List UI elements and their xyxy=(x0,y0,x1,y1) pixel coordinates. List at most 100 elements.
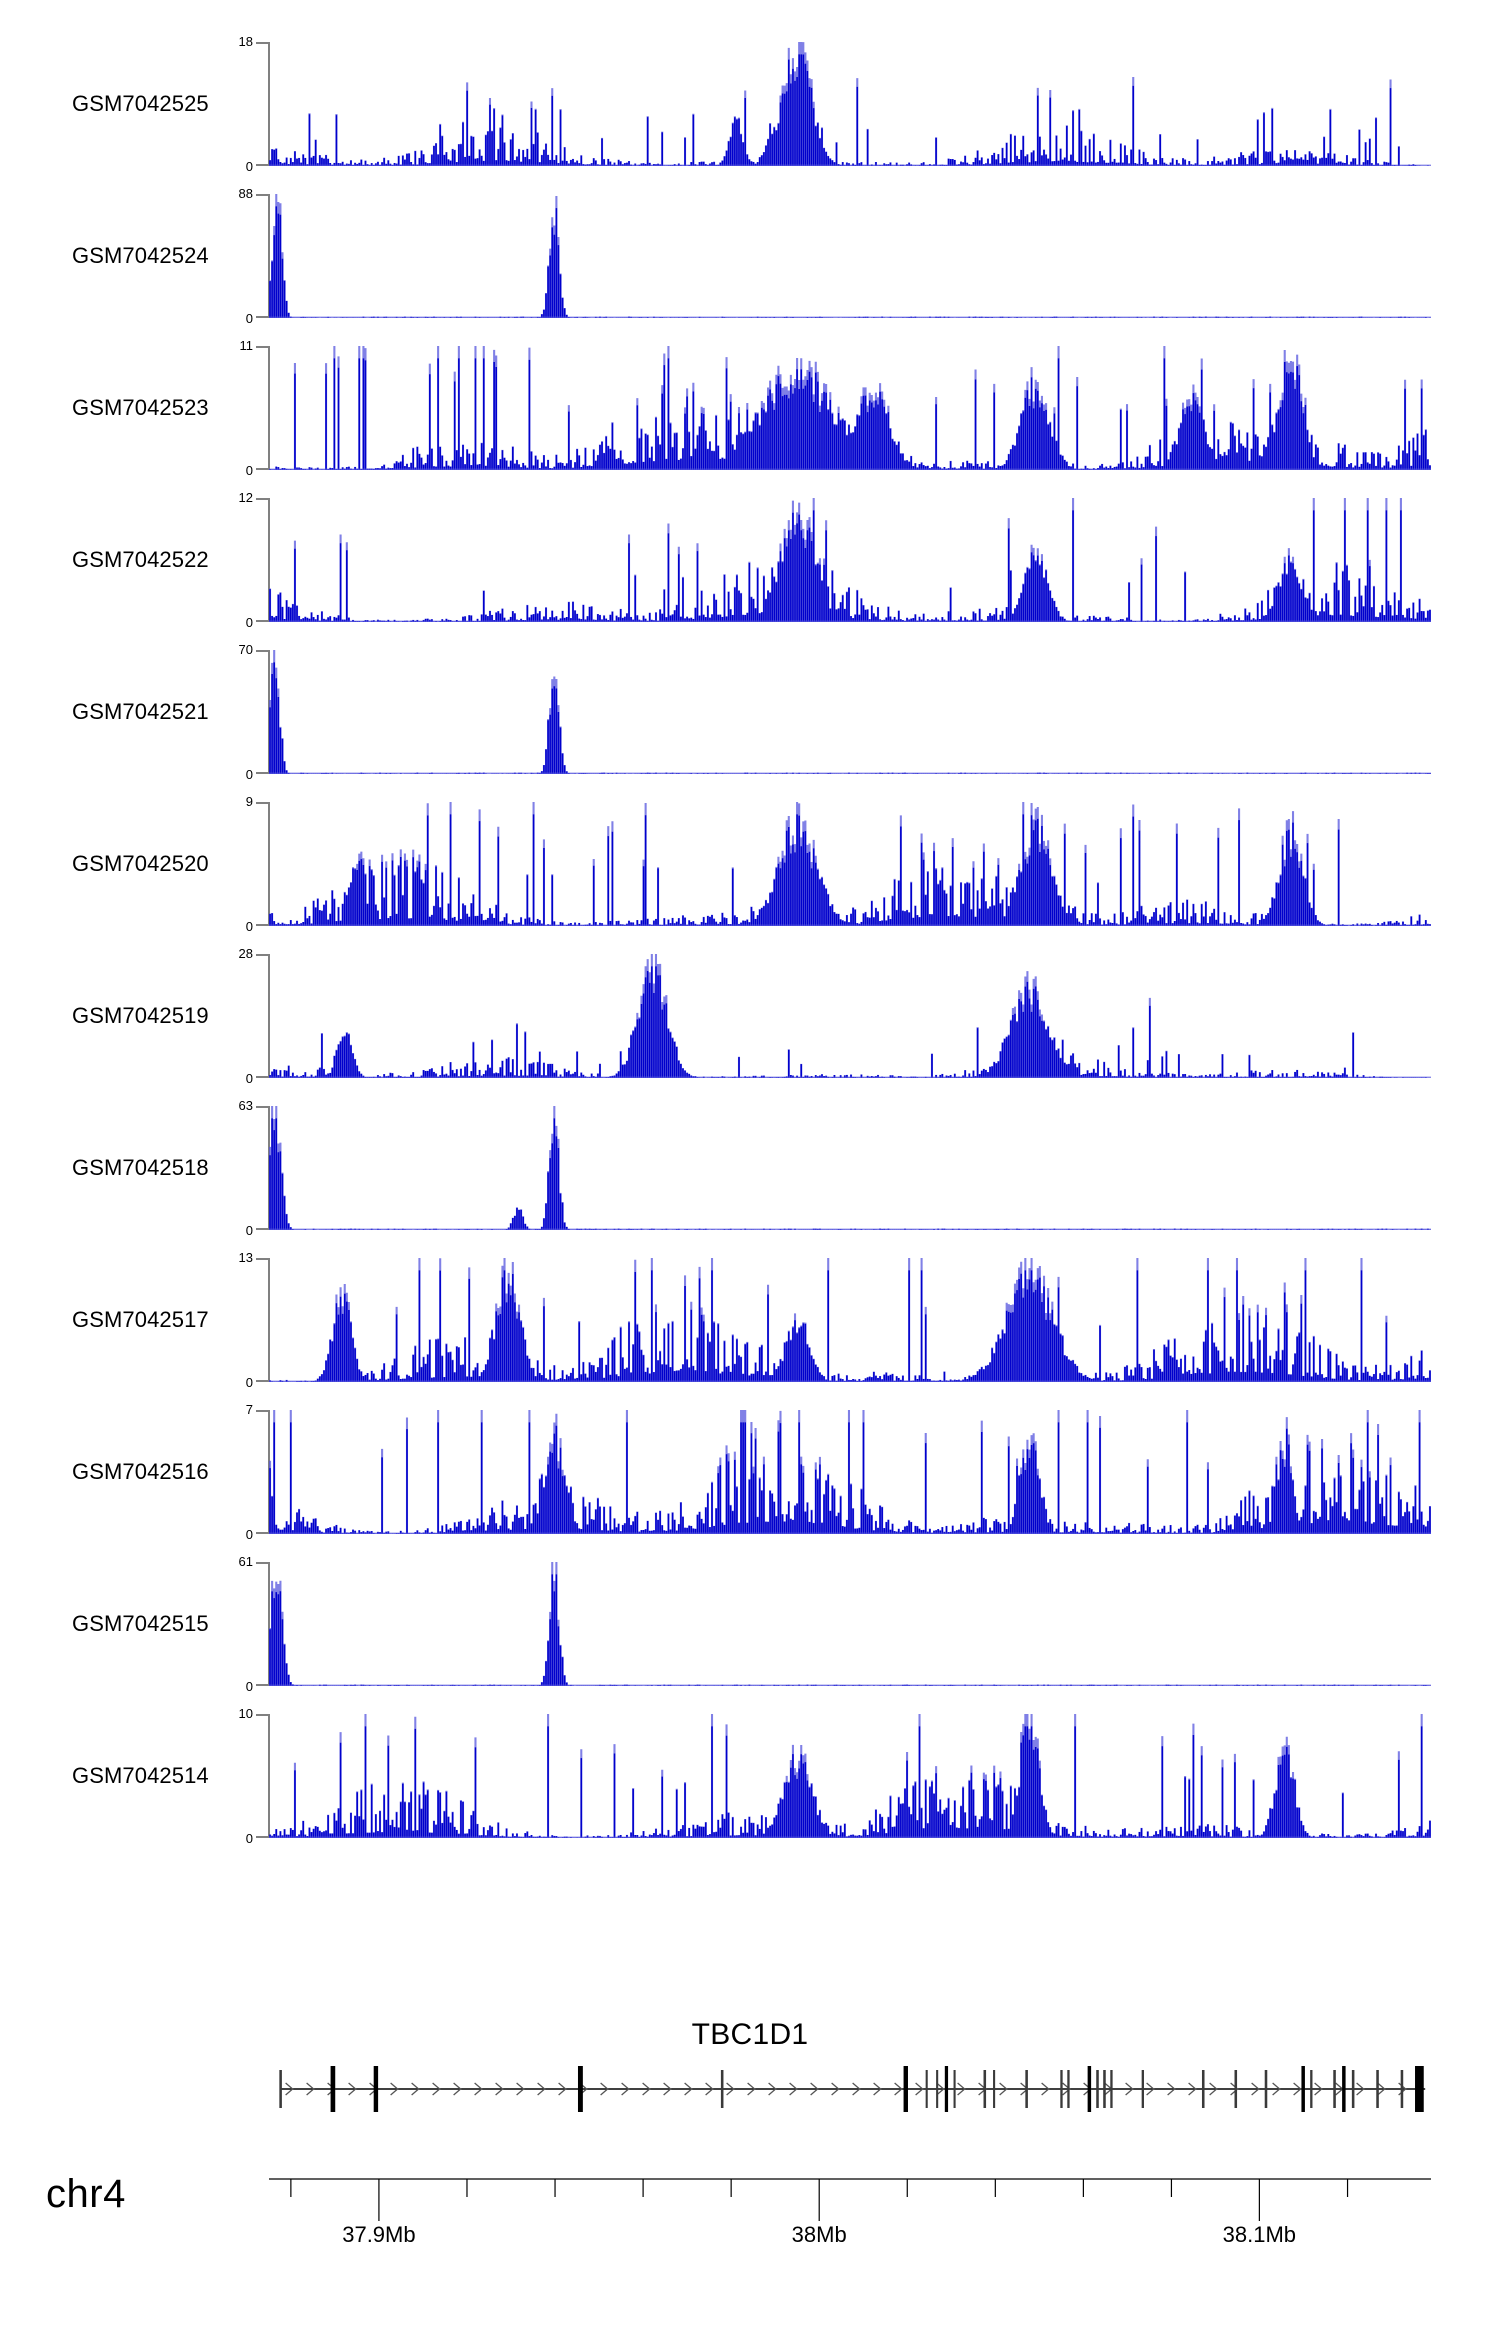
y-axis-tick-min xyxy=(256,1380,269,1382)
y-axis-max-value: 88 xyxy=(238,186,253,201)
track-y-axis: 12 0 xyxy=(239,491,270,629)
track-y-axis: 63 0 xyxy=(239,1099,270,1237)
y-axis-min-value: 0 xyxy=(245,919,253,934)
gene-model-drawing[interactable] xyxy=(269,2058,1431,2120)
track-label: GSM7042521 xyxy=(72,699,209,724)
track-label: GSM7042515 xyxy=(72,1611,209,1636)
track-label: GSM7042523 xyxy=(72,395,209,420)
y-axis-tick-max xyxy=(256,1410,269,1412)
y-axis-tick-max xyxy=(256,1106,269,1108)
signal-plot[interactable] xyxy=(269,346,1431,470)
chromosome-label: chr4 xyxy=(46,2172,126,2216)
signal-track-gsm7042520[interactable]: GSM7042520 9 0 xyxy=(0,788,1500,940)
y-axis-tick-min xyxy=(256,164,269,166)
y-axis-line xyxy=(268,194,270,318)
track-label: GSM7042516 xyxy=(72,1459,209,1484)
signal-plot[interactable] xyxy=(269,1258,1431,1382)
signal-track-gsm7042517[interactable]: GSM7042517 13 0 xyxy=(0,1244,1500,1396)
signal-plot[interactable] xyxy=(269,650,1431,774)
y-axis-tick-max xyxy=(256,650,269,652)
coordinate-tick-labels: 37.9Mb 38Mb 38.1Mb xyxy=(269,2222,1431,2252)
y-axis-tick-min xyxy=(256,316,269,318)
y-axis-line xyxy=(268,1714,270,1838)
signal-track-gsm7042514[interactable]: GSM7042514 10 0 xyxy=(0,1700,1500,1852)
y-axis-tick-max xyxy=(256,1562,269,1564)
axis-tick-label: 38.1Mb xyxy=(1222,2222,1297,2247)
y-axis-tick-max xyxy=(256,954,269,956)
track-y-axis: 10 0 xyxy=(239,1707,270,1845)
signal-track-gsm7042516[interactable]: GSM7042516 7 0 xyxy=(0,1396,1500,1548)
signal-track-gsm7042521[interactable]: GSM7042521 70 0 xyxy=(0,636,1500,788)
y-axis-min-value: 0 xyxy=(245,1831,253,1846)
y-axis-min-value: 0 xyxy=(245,463,253,478)
y-axis-tick-min xyxy=(256,1532,269,1534)
track-y-axis: 18 0 xyxy=(239,35,270,173)
track-y-axis: 88 0 xyxy=(239,187,270,325)
y-axis-max-value: 18 xyxy=(238,34,253,49)
y-axis-line xyxy=(268,1562,270,1686)
signal-plot[interactable] xyxy=(269,1106,1431,1230)
y-axis-tick-max xyxy=(256,42,269,44)
signal-track-gsm7042518[interactable]: GSM7042518 63 0 xyxy=(0,1092,1500,1244)
y-axis-tick-max xyxy=(256,1714,269,1716)
gene-annotation-track[interactable]: TBC1D1 xyxy=(0,2018,1500,2130)
y-axis-max-value: 12 xyxy=(238,490,253,505)
y-axis-line xyxy=(268,802,270,926)
track-y-axis: 61 0 xyxy=(239,1555,270,1693)
y-axis-tick-max xyxy=(256,194,269,196)
y-axis-min-value: 0 xyxy=(245,159,253,174)
y-axis-max-value: 11 xyxy=(239,338,254,353)
y-axis-min-value: 0 xyxy=(245,615,253,630)
signal-plot[interactable] xyxy=(269,954,1431,1078)
coordinate-axis xyxy=(269,2178,1431,2298)
track-label: GSM7042522 xyxy=(72,547,209,572)
track-label: GSM7042524 xyxy=(72,243,209,268)
signal-track-gsm7042524[interactable]: GSM7042524 88 0 xyxy=(0,180,1500,332)
y-axis-tick-max xyxy=(256,346,269,348)
y-axis-min-value: 0 xyxy=(245,1223,253,1238)
signal-track-gsm7042515[interactable]: GSM7042515 61 0 xyxy=(0,1548,1500,1700)
y-axis-line xyxy=(268,1410,270,1534)
y-axis-tick-min xyxy=(256,1228,269,1230)
y-axis-line xyxy=(268,1258,270,1382)
signal-plot[interactable] xyxy=(269,194,1431,318)
signal-plot[interactable] xyxy=(269,802,1431,926)
y-axis-tick-max xyxy=(256,802,269,804)
y-axis-min-value: 0 xyxy=(245,767,253,782)
track-y-axis: 11 0 xyxy=(240,339,270,477)
track-label: GSM7042518 xyxy=(72,1155,209,1180)
y-axis-min-value: 0 xyxy=(245,1071,253,1086)
signal-plot[interactable] xyxy=(269,1714,1431,1838)
y-axis-tick-max xyxy=(256,1258,269,1260)
signal-track-gsm7042525[interactable]: GSM7042525 18 0 xyxy=(0,28,1500,180)
y-axis-max-value: 70 xyxy=(238,642,253,657)
y-axis-max-value: 61 xyxy=(238,1554,253,1569)
y-axis-min-value: 0 xyxy=(245,1527,253,1542)
y-axis-line xyxy=(268,954,270,1078)
gene-name-label: TBC1D1 xyxy=(691,2018,809,2051)
y-axis-tick-min xyxy=(256,772,269,774)
signal-track-gsm7042519[interactable]: GSM7042519 28 0 xyxy=(0,940,1500,1092)
track-y-axis: 70 0 xyxy=(239,643,270,781)
signal-track-gsm7042522[interactable]: GSM7042522 12 0 xyxy=(0,484,1500,636)
y-axis-tick-min xyxy=(256,468,269,470)
track-label: GSM7042520 xyxy=(72,851,209,876)
signal-plot[interactable] xyxy=(269,42,1431,166)
y-axis-max-value: 63 xyxy=(238,1098,253,1113)
signal-plot[interactable] xyxy=(269,498,1431,622)
y-axis-tick-max xyxy=(256,498,269,500)
track-label: GSM7042517 xyxy=(72,1307,209,1332)
y-axis-line xyxy=(268,346,270,470)
signal-plot[interactable] xyxy=(269,1410,1431,1534)
y-axis-tick-min xyxy=(256,620,269,622)
track-label: GSM7042519 xyxy=(72,1003,209,1028)
y-axis-min-value: 0 xyxy=(245,1679,253,1694)
y-axis-tick-min xyxy=(256,1836,269,1838)
y-axis-tick-min xyxy=(256,1076,269,1078)
axis-tick-label: 38Mb xyxy=(791,2222,847,2247)
signal-track-gsm7042523[interactable]: GSM7042523 11 0 xyxy=(0,332,1500,484)
signal-plot[interactable] xyxy=(269,1562,1431,1686)
y-axis-line xyxy=(268,42,270,166)
